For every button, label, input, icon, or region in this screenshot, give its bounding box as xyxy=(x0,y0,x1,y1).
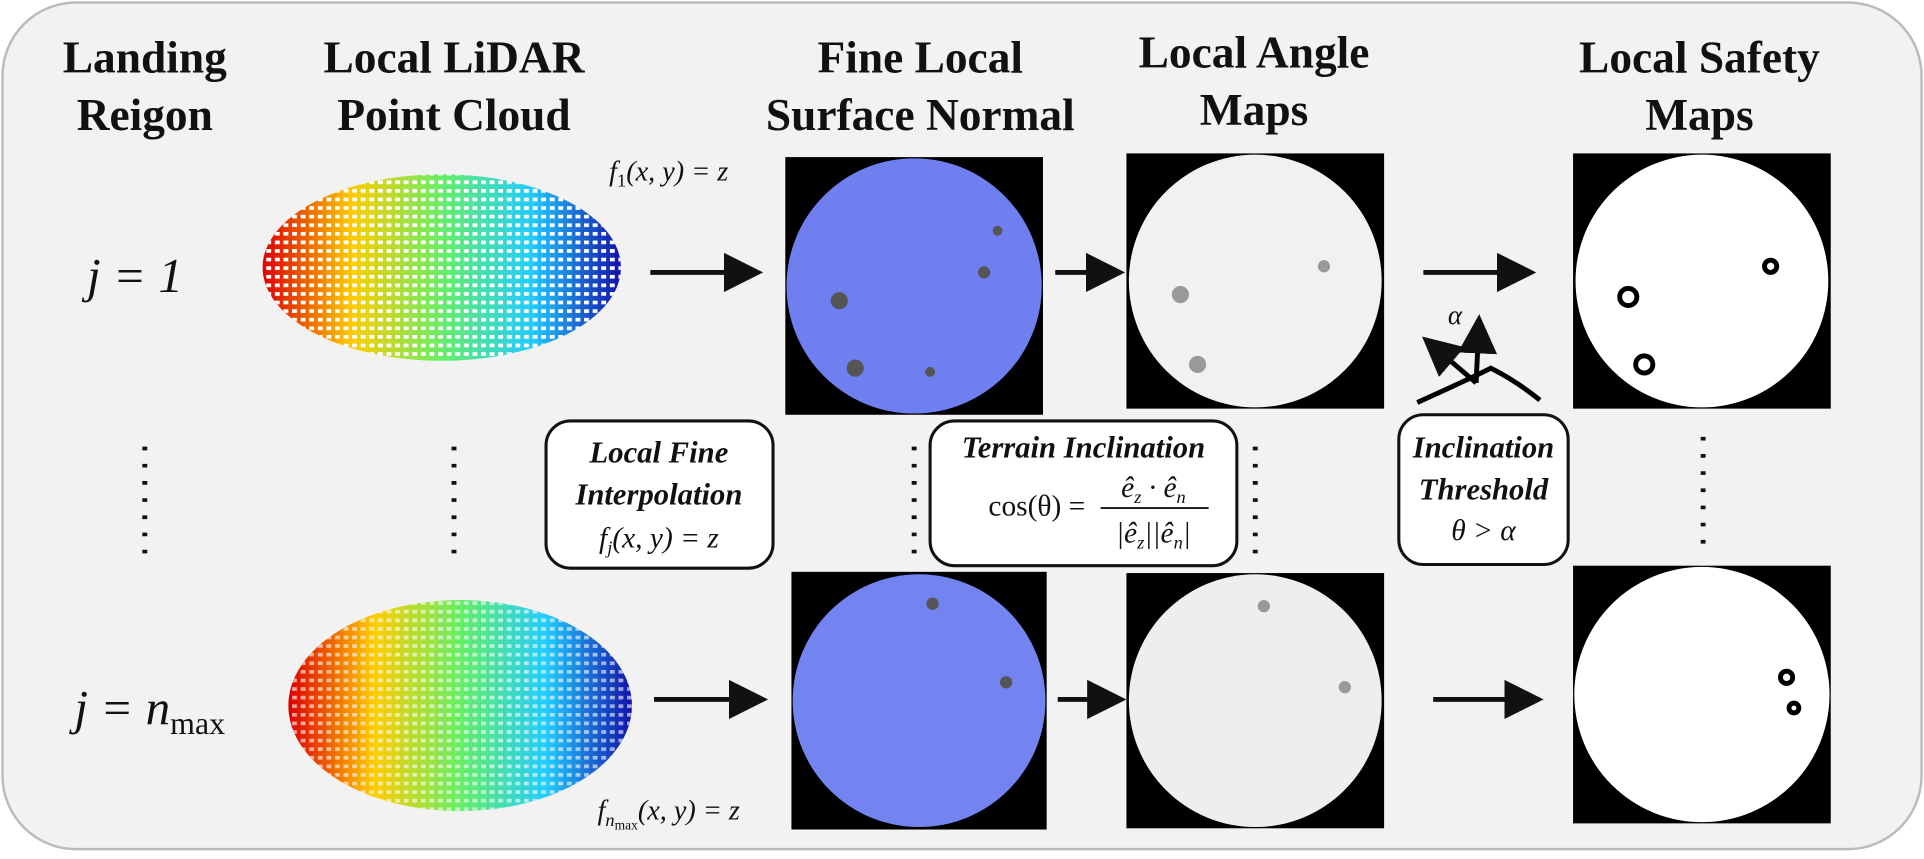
text-part: n xyxy=(1177,487,1186,507)
shape xyxy=(830,225,1013,689)
shape: Local Fine Interpolation xyxy=(574,436,742,512)
shape xyxy=(1257,600,1270,613)
shape xyxy=(992,225,1003,236)
text-part: ê xyxy=(1121,472,1135,504)
safety-map xyxy=(1575,154,1829,408)
header: Local Safety xyxy=(1579,32,1820,82)
box-formula: cos(θ) = xyxy=(988,490,1085,522)
shape xyxy=(1786,700,1802,716)
shape xyxy=(1171,260,1351,694)
text-part: z xyxy=(1136,533,1144,553)
shape xyxy=(1617,257,1802,716)
box-formula: fj(x, y) = z xyxy=(599,522,719,557)
text-part: z xyxy=(1133,487,1141,507)
box xyxy=(1397,413,1570,567)
point-clouds xyxy=(262,174,632,812)
shape: Landing Reigon xyxy=(63,32,227,140)
header: Local LiDAR xyxy=(324,32,586,82)
header: Point Cloud xyxy=(337,90,570,140)
text-part: (x, y) = z xyxy=(626,156,728,187)
headers: Landing Reigon Local LiDAR Point Cloud Fin… xyxy=(63,28,1820,141)
shape xyxy=(977,266,991,279)
maps xyxy=(785,153,1831,830)
box-title: Terrain Inclination xyxy=(962,431,1205,465)
header: Landing xyxy=(63,32,227,82)
arrow xyxy=(1422,336,1478,385)
header: Maps xyxy=(1645,90,1753,140)
header: Surface Normal xyxy=(766,90,1075,140)
normal-map xyxy=(792,574,1046,828)
shape xyxy=(926,597,939,610)
shape xyxy=(925,366,936,377)
shape xyxy=(1617,285,1640,309)
angle-map xyxy=(1128,574,1382,828)
angle-label: α xyxy=(1448,300,1463,330)
header: Fine Local xyxy=(818,32,1023,82)
shape: Local Angle Maps xyxy=(1139,28,1370,136)
box xyxy=(544,419,775,570)
text-part: |ê xyxy=(1116,517,1138,549)
normal-map xyxy=(786,158,1042,414)
text-part: n xyxy=(1174,533,1183,553)
text-part: (x, y) = z xyxy=(638,796,740,827)
box xyxy=(928,419,1239,568)
text-part: (x, y) = z xyxy=(612,522,719,554)
text-part: j xyxy=(605,537,612,557)
row-label: j = 1 xyxy=(81,248,183,303)
shape xyxy=(1317,260,1331,273)
angle-map xyxy=(1128,154,1382,408)
point-cloud-mask xyxy=(288,600,632,812)
shape xyxy=(1000,676,1013,689)
shape: Local Safety Maps xyxy=(1579,32,1820,140)
text-part: 1 xyxy=(617,171,626,191)
header: Maps xyxy=(1200,85,1308,135)
shape xyxy=(846,359,864,377)
shape xyxy=(1171,285,1190,304)
shape xyxy=(1777,668,1796,686)
text-part: n xyxy=(605,810,614,830)
formula: fnmax(x, y) = z xyxy=(598,796,740,833)
ellipsis xyxy=(142,436,1706,555)
box-title: Threshold xyxy=(1419,472,1549,506)
row-label: j = n xyxy=(68,680,170,735)
text-part: max xyxy=(615,818,638,833)
fraction-num: êz · ên xyxy=(1121,472,1186,507)
angle-icon xyxy=(1416,314,1542,405)
shape xyxy=(1416,365,1542,405)
shape xyxy=(1633,353,1656,376)
shape: Inclination Threshold xyxy=(1412,431,1554,507)
arrow xyxy=(1457,314,1498,383)
shape xyxy=(1762,257,1780,275)
shape xyxy=(830,292,848,310)
fraction-den: |êz||ên| xyxy=(1116,517,1191,552)
box-formula: θ > α xyxy=(1451,515,1516,547)
text-part: | xyxy=(1183,517,1191,549)
text-part: ||ê xyxy=(1144,517,1174,549)
shape xyxy=(1189,355,1207,374)
formula: f1(x, y) = z xyxy=(609,156,728,190)
row-label: j = nmax xyxy=(68,680,225,741)
header: Local Angle xyxy=(1139,28,1370,78)
box-title: Local Fine xyxy=(589,436,729,470)
header: Reigon xyxy=(77,90,213,140)
shape xyxy=(1338,681,1351,694)
shape: Fine Local Surface Normal xyxy=(766,32,1075,140)
point-cloud-mask xyxy=(262,174,621,361)
box-title: Interpolation xyxy=(574,477,742,511)
safety-map xyxy=(1574,566,1830,823)
shape: Local LiDAR Point Cloud xyxy=(324,32,586,140)
text-part: · ê xyxy=(1141,472,1177,504)
row-label-sub: max xyxy=(170,706,225,741)
box-title: Inclination xyxy=(1412,431,1554,465)
